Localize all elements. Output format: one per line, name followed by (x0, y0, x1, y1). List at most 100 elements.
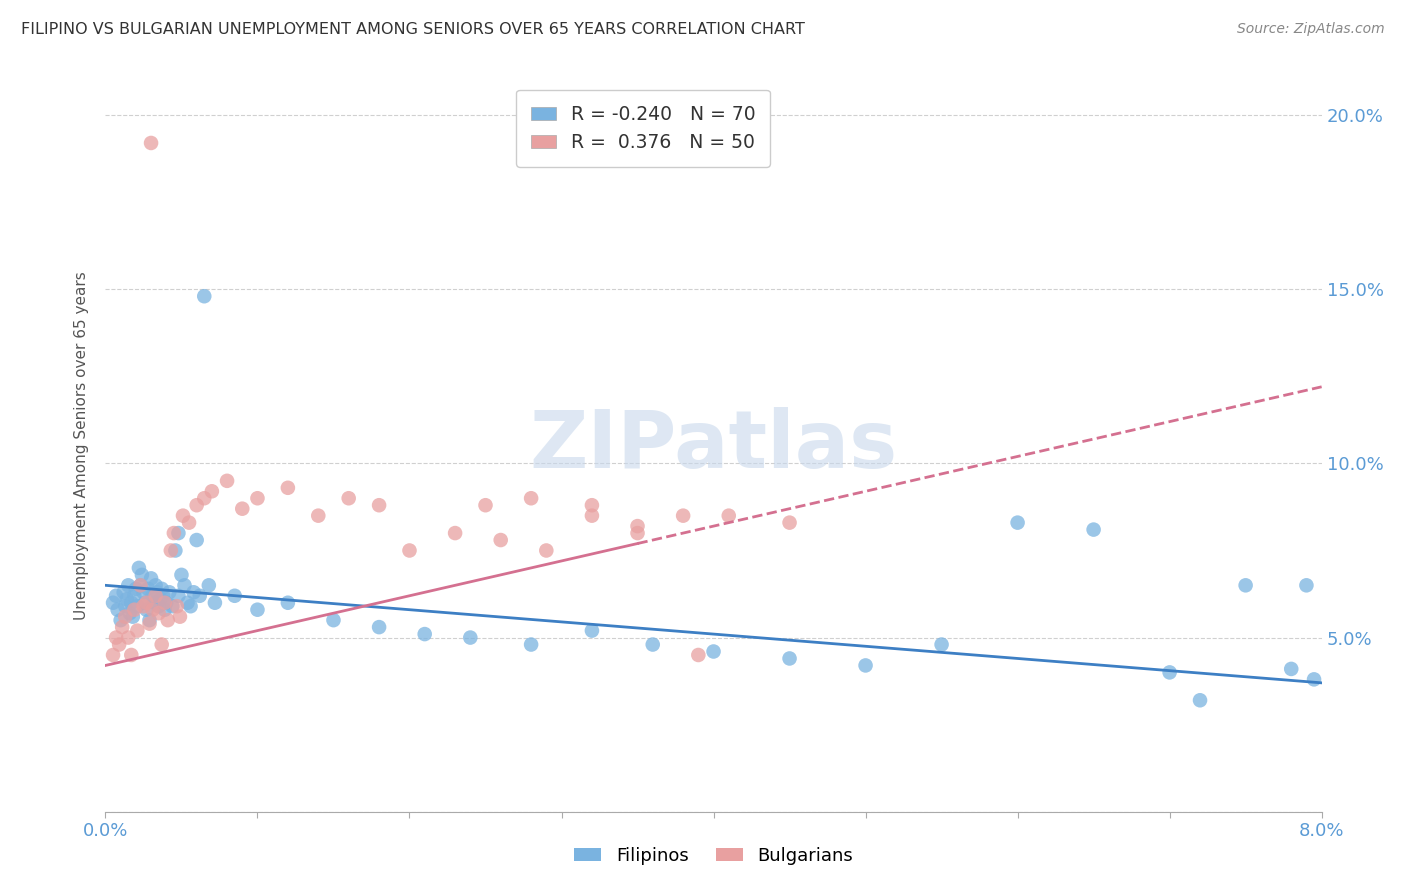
Point (110, 613, 132, 627)
Point (1303, 673, 1326, 687)
Point (489, 533, 512, 547)
Point (125, 582, 148, 596)
Point (1295, 578, 1317, 592)
Point (107, 603, 129, 617)
Point (115, 592, 138, 607)
Point (1189, 693, 1212, 707)
Point (148, 599, 170, 614)
Point (124, 589, 146, 603)
Point (520, 638, 543, 652)
Point (117, 631, 139, 645)
Point (127, 624, 149, 638)
Point (717, 508, 740, 523)
Point (118, 606, 141, 620)
Point (246, 491, 269, 506)
Point (150, 638, 173, 652)
Point (108, 638, 131, 652)
Point (139, 136, 162, 150)
Point (129, 578, 152, 592)
Point (307, 508, 329, 523)
Point (231, 501, 253, 516)
Point (931, 638, 953, 652)
Point (413, 627, 436, 641)
Point (153, 596, 176, 610)
Point (157, 585, 180, 599)
Point (101, 596, 124, 610)
Point (148, 606, 170, 620)
Text: ZIPatlas: ZIPatlas (530, 407, 897, 485)
Point (458, 631, 481, 645)
Point (322, 613, 344, 627)
Point (186, 533, 208, 547)
Text: FILIPINO VS BULGARIAN UNEMPLOYMENT AMONG SENIORS OVER 65 YEARS CORRELATION CHART: FILIPINO VS BULGARIAN UNEMPLOYMENT AMONG… (21, 22, 806, 37)
Point (131, 567, 153, 582)
Point (145, 578, 167, 592)
Point (536, 543, 558, 558)
Point (1007, 516, 1029, 530)
Point (626, 519, 648, 533)
Y-axis label: Unemployment Among Seniors over 65 years: Unemployment Among Seniors over 65 years (75, 272, 90, 620)
Point (779, 651, 801, 665)
Point (672, 508, 695, 523)
Point (177, 516, 200, 530)
Point (136, 582, 159, 596)
Point (626, 526, 648, 541)
Point (368, 620, 391, 634)
Point (101, 648, 124, 662)
Point (688, 648, 710, 662)
Point (444, 526, 467, 541)
Point (120, 648, 142, 662)
Point (150, 582, 173, 596)
Point (132, 585, 155, 599)
Point (159, 543, 181, 558)
Point (183, 585, 205, 599)
Point (224, 589, 246, 603)
Point (105, 631, 128, 645)
Point (173, 578, 195, 592)
Point (142, 589, 165, 603)
Point (105, 589, 128, 603)
Point (129, 578, 152, 592)
Point (368, 498, 391, 512)
Point (169, 609, 191, 624)
Point (162, 599, 184, 614)
Point (135, 603, 157, 617)
Point (112, 585, 135, 599)
Point (198, 578, 221, 592)
Point (1279, 662, 1302, 676)
Point (170, 567, 193, 582)
Point (143, 596, 166, 610)
Point (186, 498, 208, 512)
Point (277, 596, 299, 610)
Point (167, 589, 190, 603)
Point (156, 613, 179, 627)
Point (201, 484, 224, 499)
Point (166, 599, 188, 614)
Point (474, 498, 496, 512)
Point (149, 592, 172, 607)
Point (132, 599, 155, 614)
Point (152, 589, 174, 603)
Point (246, 603, 269, 617)
Point (581, 498, 603, 512)
Point (277, 481, 299, 495)
Point (581, 624, 603, 638)
Point (134, 596, 156, 610)
Point (127, 599, 149, 614)
Point (111, 620, 134, 634)
Point (1083, 523, 1105, 537)
Legend: Filipinos, Bulgarians: Filipinos, Bulgarians (567, 839, 860, 872)
Point (193, 289, 215, 303)
Point (124, 603, 146, 617)
Point (172, 508, 194, 523)
Point (114, 609, 136, 624)
Point (581, 508, 603, 523)
Point (204, 596, 226, 610)
Point (176, 596, 198, 610)
Point (1234, 578, 1257, 592)
Point (520, 491, 543, 506)
Point (138, 616, 160, 631)
Point (779, 516, 801, 530)
Point (217, 474, 239, 488)
Text: Source: ZipAtlas.com: Source: ZipAtlas.com (1237, 22, 1385, 37)
